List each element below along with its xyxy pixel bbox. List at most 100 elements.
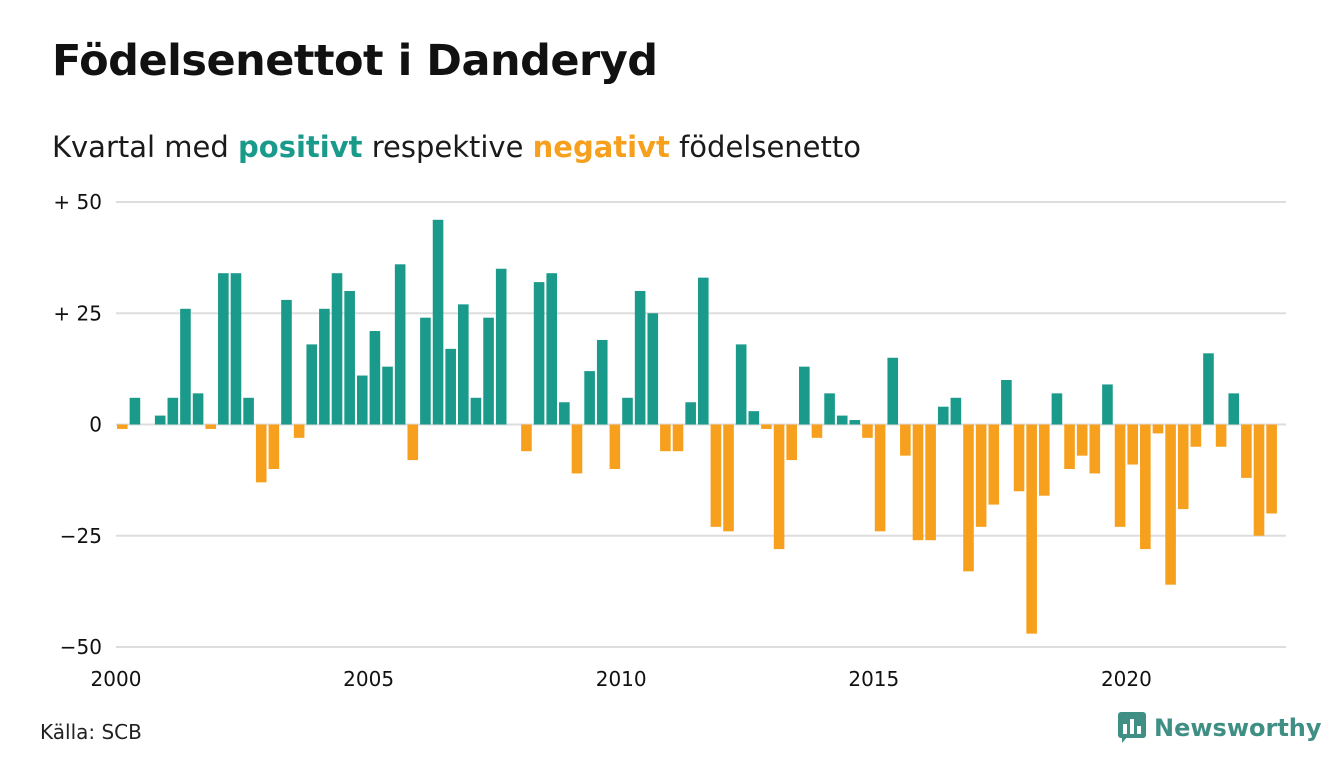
bar-negative: 2011 K4: -23: [710, 424, 722, 527]
bar-positive: 2008 K2: 32: [533, 282, 545, 425]
bar-negative: 2008 K1: -6: [521, 424, 532, 452]
bar-positive: 2012 K3: 3: [748, 411, 760, 425]
bar-negative: 2017 K1: -23: [975, 424, 987, 527]
bar-negative: 2016 K4: -33: [963, 424, 974, 572]
bar-negative: 2022 K4: -20: [1266, 424, 1277, 514]
bar-positive: 2002 K1: 34: [218, 273, 229, 425]
subtitle-middle: respektive: [362, 130, 533, 164]
y-axis-ticks: + 50 + 25 0 −25 −50: [53, 190, 102, 659]
bar-negative: 2001 K4: -1: [205, 424, 217, 429]
bar-negative: 2022 K3: -25: [1253, 424, 1265, 536]
bar-positive: 2012 K2: 18: [735, 344, 747, 425]
x-axis-ticks: 2000 2005 2010 2015 2020: [91, 667, 1152, 691]
bar-positive: 2004 K3: 30: [344, 291, 355, 425]
bar-negative: 2011 K1: -6: [672, 424, 684, 452]
bar-negative: 2003 K3: -3: [293, 424, 305, 438]
bar-negative: 2019 K4: -23: [1114, 424, 1126, 527]
bar-positive: 2001 K1: 6: [167, 397, 179, 425]
bar-negative: 2017 K2: -18: [988, 424, 1000, 505]
subtitle-prefix: Kvartal med: [52, 130, 239, 164]
bar-positive: 2017 K3: 10: [1001, 380, 1012, 425]
x-tick-label: 2010: [596, 667, 647, 691]
bar-negative: 2012 K1: -24: [723, 424, 734, 532]
bar-chart-speech-bubble-icon: [1118, 712, 1146, 743]
x-tick-label: 2000: [91, 667, 142, 691]
bar-negative: 2018 K2: -16: [1038, 424, 1050, 496]
y-tick-label: + 25: [53, 301, 102, 325]
bar-positive: 2010 K1: 6: [622, 397, 633, 425]
bar-positive: 2013 K3: 13: [799, 366, 810, 425]
bar-negative: 2014 K4: -3: [862, 424, 873, 438]
bar-negative: 2017 K4: -15: [1013, 424, 1025, 492]
x-tick-label: 2020: [1101, 667, 1152, 691]
bar-negative: 2020 K1: -9: [1127, 424, 1138, 465]
bar-positive: 2000 K2: 6: [129, 397, 141, 425]
bar-positive: 2002 K3: 6: [243, 397, 254, 425]
bar-positive: 2005 K2: 13: [382, 366, 393, 425]
bar-negative: 2021 K1: -19: [1177, 424, 1189, 510]
bar-negative: 2012 K4: -1: [761, 424, 772, 429]
bar-negative: 2020 K3: -2: [1152, 424, 1164, 434]
bar-positive: 2001 K3: 7: [192, 393, 204, 425]
bar-negative: 2000 K1: -1: [117, 424, 128, 429]
bar-positive: 2011 K3: 33: [697, 277, 709, 425]
bar-negative: 2018 K4: -10: [1064, 424, 1075, 469]
bar-positive: 2019 K3: 9: [1102, 384, 1113, 425]
bar-positive: 2021 K3: 16: [1203, 353, 1214, 425]
bar-positive: 2001 K2: 26: [180, 308, 191, 425]
bar-positive: 2004 K1: 26: [319, 308, 330, 425]
bar-negative: 2009 K1: -11: [571, 424, 583, 474]
y-tick-label: −50: [60, 635, 102, 659]
bar-positive: 2018 K3: 7: [1051, 393, 1063, 425]
bar-positive: 2022 K1: 7: [1228, 393, 1240, 425]
bar-positive: 2002 K2: 34: [230, 273, 242, 425]
bar-positive: 2005 K1: 21: [369, 331, 381, 425]
bar-positive: 2006 K1: 24: [420, 317, 431, 425]
bar-positive: 2009 K3: 19: [596, 339, 608, 425]
bar-negative: 2021 K2: -5: [1190, 424, 1202, 447]
bar-negative: 2019 K2: -11: [1089, 424, 1101, 474]
bar-positive: 2007 K3: 35: [495, 268, 507, 425]
bar-negative: 2002 K4: -13: [255, 424, 267, 483]
bar-positive: 2014 K2: 2: [836, 415, 848, 425]
bar-negative: 2013 K1: -28: [773, 424, 785, 550]
y-tick-label: −25: [60, 524, 102, 548]
subtitle-negative-word: negativt: [532, 130, 670, 164]
chart-title: Födelsenettot i Danderyd: [52, 36, 658, 86]
bar-positive: 2014 K3: 1: [849, 420, 861, 425]
bar-negative: 2022 K2: -12: [1241, 424, 1252, 478]
bar-negative: 2019 K1: -7: [1076, 424, 1088, 456]
y-tick-label: + 50: [53, 190, 102, 214]
bar-negative: 2015 K1: -24: [874, 424, 886, 532]
bar-negative: 2005 K4: -8: [407, 424, 419, 461]
bar-positive: 2006 K2: 46: [432, 219, 444, 425]
bar-negative: 2020 K4: -36: [1165, 424, 1176, 585]
bar-positive: 2003 K4: 18: [306, 344, 318, 425]
subtitle-suffix: födelsenetto: [669, 130, 861, 164]
bar-positive: 2004 K4: 11: [356, 375, 368, 425]
bar-negative: 2015 K3: -7: [900, 424, 911, 456]
bar-negative: 2003 K1: -10: [268, 424, 280, 469]
bar-positive: 2006 K4: 27: [458, 304, 469, 425]
bar-positive: 2010 K3: 25: [647, 313, 659, 425]
bar-negative: 2020 K2: -28: [1140, 424, 1151, 550]
subtitle-positive-word: positivt: [238, 130, 363, 164]
bar-positive: 2007 K2: 24: [483, 317, 494, 425]
source-note: Källa: SCB: [40, 720, 142, 744]
bar-negative: 2013 K4: -3: [811, 424, 823, 438]
bar-positive: 2006 K3: 17: [445, 348, 456, 425]
bar-negative: 2021 K4: -5: [1215, 424, 1227, 447]
bar-positive: 2000 K4: 2: [154, 415, 166, 425]
x-tick-label: 2015: [848, 667, 899, 691]
bar-positive: 2008 K3: 34: [546, 273, 558, 425]
bar-positive: 2005 K3: 36: [394, 264, 406, 425]
brand-logo: Newsworthy: [1118, 712, 1322, 744]
bar-positive: 2007 K1: 6: [470, 397, 482, 425]
bar-negative: 2016 K1: -26: [925, 424, 936, 541]
bar-positive: 2014 K1: 7: [824, 393, 835, 425]
bar-positive: 2009 K2: 12: [584, 371, 595, 425]
bar-positive: 2016 K2: 4: [937, 406, 949, 425]
bar-positive: 2004 K2: 34: [331, 273, 343, 425]
bar-negative: 2013 K2: -8: [786, 424, 797, 461]
bar-positive: 2010 K2: 30: [634, 291, 646, 425]
